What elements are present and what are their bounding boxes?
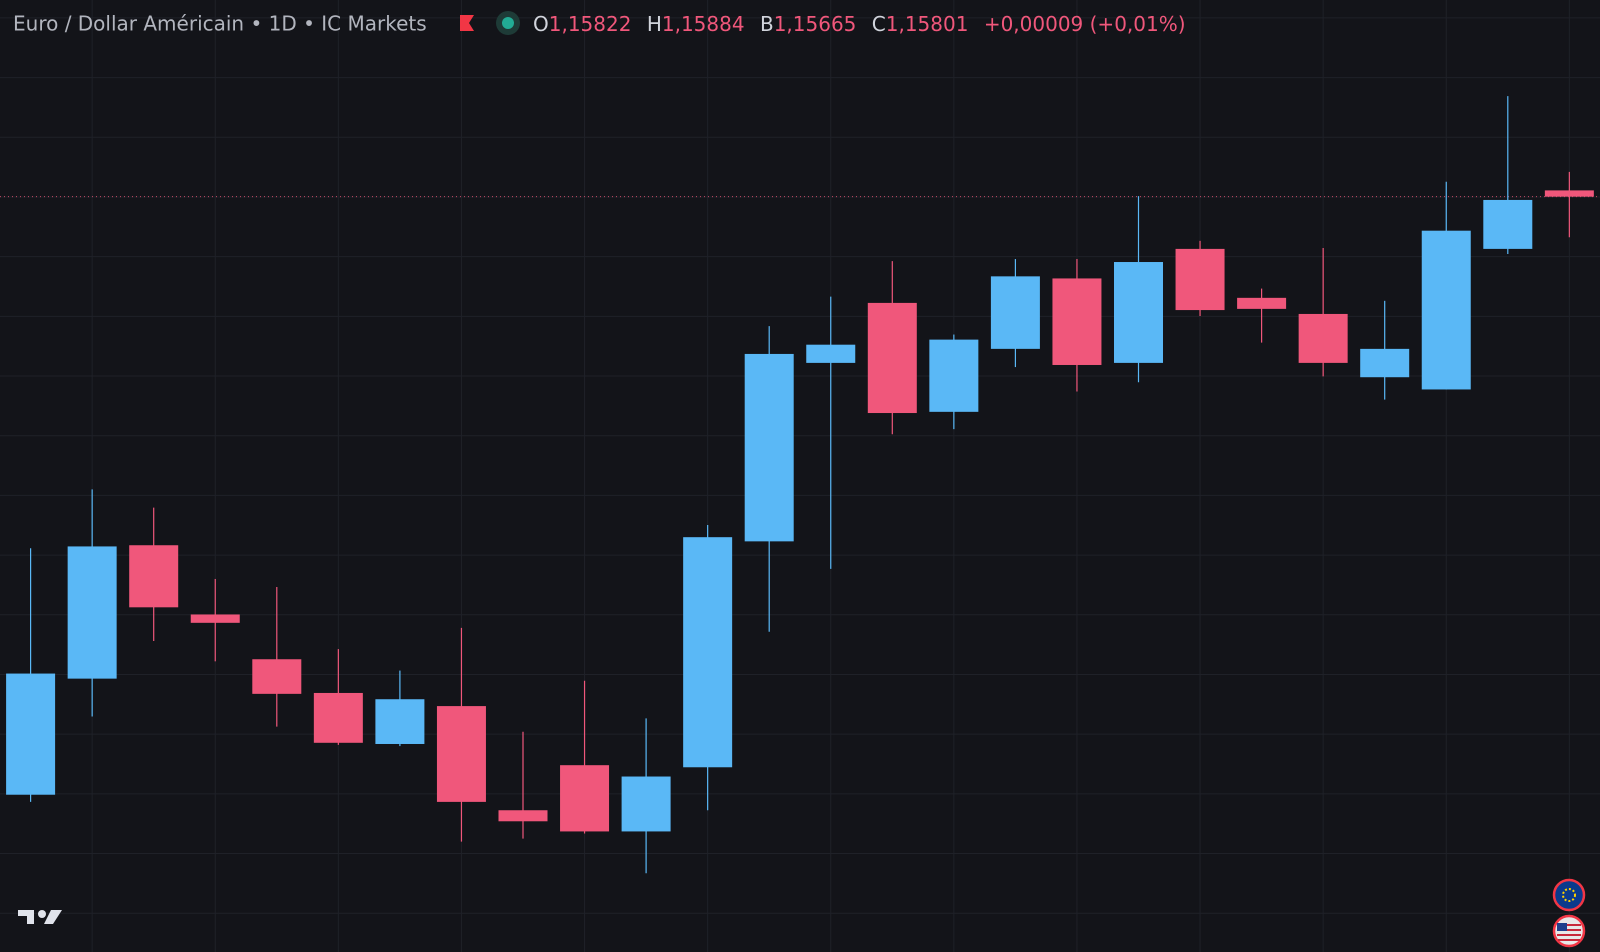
flag-icon[interactable] bbox=[460, 15, 474, 31]
low-label: B bbox=[760, 12, 774, 36]
candle-body bbox=[436, 706, 486, 802]
candle-body bbox=[67, 546, 117, 679]
candle-body bbox=[190, 614, 240, 623]
us-canton bbox=[1557, 923, 1567, 931]
logo-part bbox=[38, 910, 46, 918]
candle-body bbox=[252, 659, 302, 694]
us-stripes bbox=[1557, 924, 1581, 941]
change-value: +0,00009 (+0,01%) bbox=[984, 12, 1186, 36]
candle-body bbox=[375, 699, 425, 744]
candle-body bbox=[744, 353, 794, 542]
candle-body bbox=[560, 765, 610, 832]
candle-body bbox=[1052, 278, 1102, 365]
candle-body bbox=[1544, 190, 1594, 197]
candle-body bbox=[129, 545, 179, 608]
candle-body bbox=[1483, 199, 1533, 249]
tv-logo[interactable] bbox=[18, 910, 62, 924]
candle-body bbox=[1175, 248, 1225, 311]
open-label: O bbox=[533, 12, 549, 36]
low-value: 1,15665 bbox=[774, 12, 857, 36]
currency-flags bbox=[1552, 878, 1586, 948]
logo-part bbox=[44, 910, 62, 924]
candle-body bbox=[1298, 313, 1348, 363]
candle-body bbox=[1360, 348, 1410, 378]
logo-part bbox=[18, 910, 34, 924]
candle-body bbox=[806, 344, 856, 363]
close-label: C bbox=[872, 12, 886, 36]
eu-flag[interactable] bbox=[1552, 878, 1586, 912]
symbol-title[interactable]: Euro / Dollar Américain • 1D • IC Market… bbox=[13, 12, 427, 36]
candle-body bbox=[498, 810, 548, 822]
candle-body bbox=[929, 339, 979, 412]
open-value: 1,15822 bbox=[549, 12, 632, 36]
candle-body bbox=[683, 537, 733, 768]
candle-body bbox=[1237, 297, 1287, 309]
candle-body bbox=[867, 302, 917, 414]
candle-body bbox=[1421, 230, 1471, 390]
ohlc-values: O1,15822 H1,15884 B1,15665 C1,15801 +0,0… bbox=[533, 12, 1186, 36]
candle-body bbox=[990, 276, 1040, 349]
close-value: 1,15801 bbox=[886, 12, 969, 36]
candle-body bbox=[1114, 262, 1163, 363]
candle-body bbox=[313, 692, 363, 743]
candle-body bbox=[621, 776, 671, 832]
eu-stars bbox=[1562, 888, 1576, 902]
high-label: H bbox=[647, 12, 662, 36]
high-value: 1,15884 bbox=[662, 12, 745, 36]
candle-body bbox=[6, 673, 56, 795]
status-dot[interactable] bbox=[502, 17, 514, 29]
candles bbox=[6, 96, 1594, 874]
header: Euro / Dollar Américain • 1D • IC Market… bbox=[13, 11, 1186, 36]
